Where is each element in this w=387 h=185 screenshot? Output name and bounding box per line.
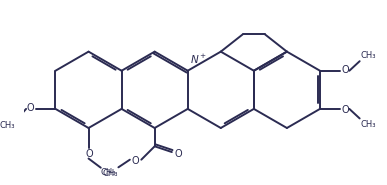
Text: N$^+$: N$^+$ xyxy=(190,53,206,66)
Text: O: O xyxy=(341,105,349,115)
Text: O: O xyxy=(86,149,93,159)
Text: CH₃: CH₃ xyxy=(361,120,376,129)
Text: CH₃: CH₃ xyxy=(361,51,376,60)
Text: CH₃: CH₃ xyxy=(101,168,116,177)
Text: O: O xyxy=(26,103,34,113)
Text: O: O xyxy=(132,156,139,166)
Text: CH₃: CH₃ xyxy=(102,169,118,178)
Text: O: O xyxy=(174,149,182,159)
Text: O: O xyxy=(341,65,349,75)
Text: CH₃: CH₃ xyxy=(0,121,15,130)
